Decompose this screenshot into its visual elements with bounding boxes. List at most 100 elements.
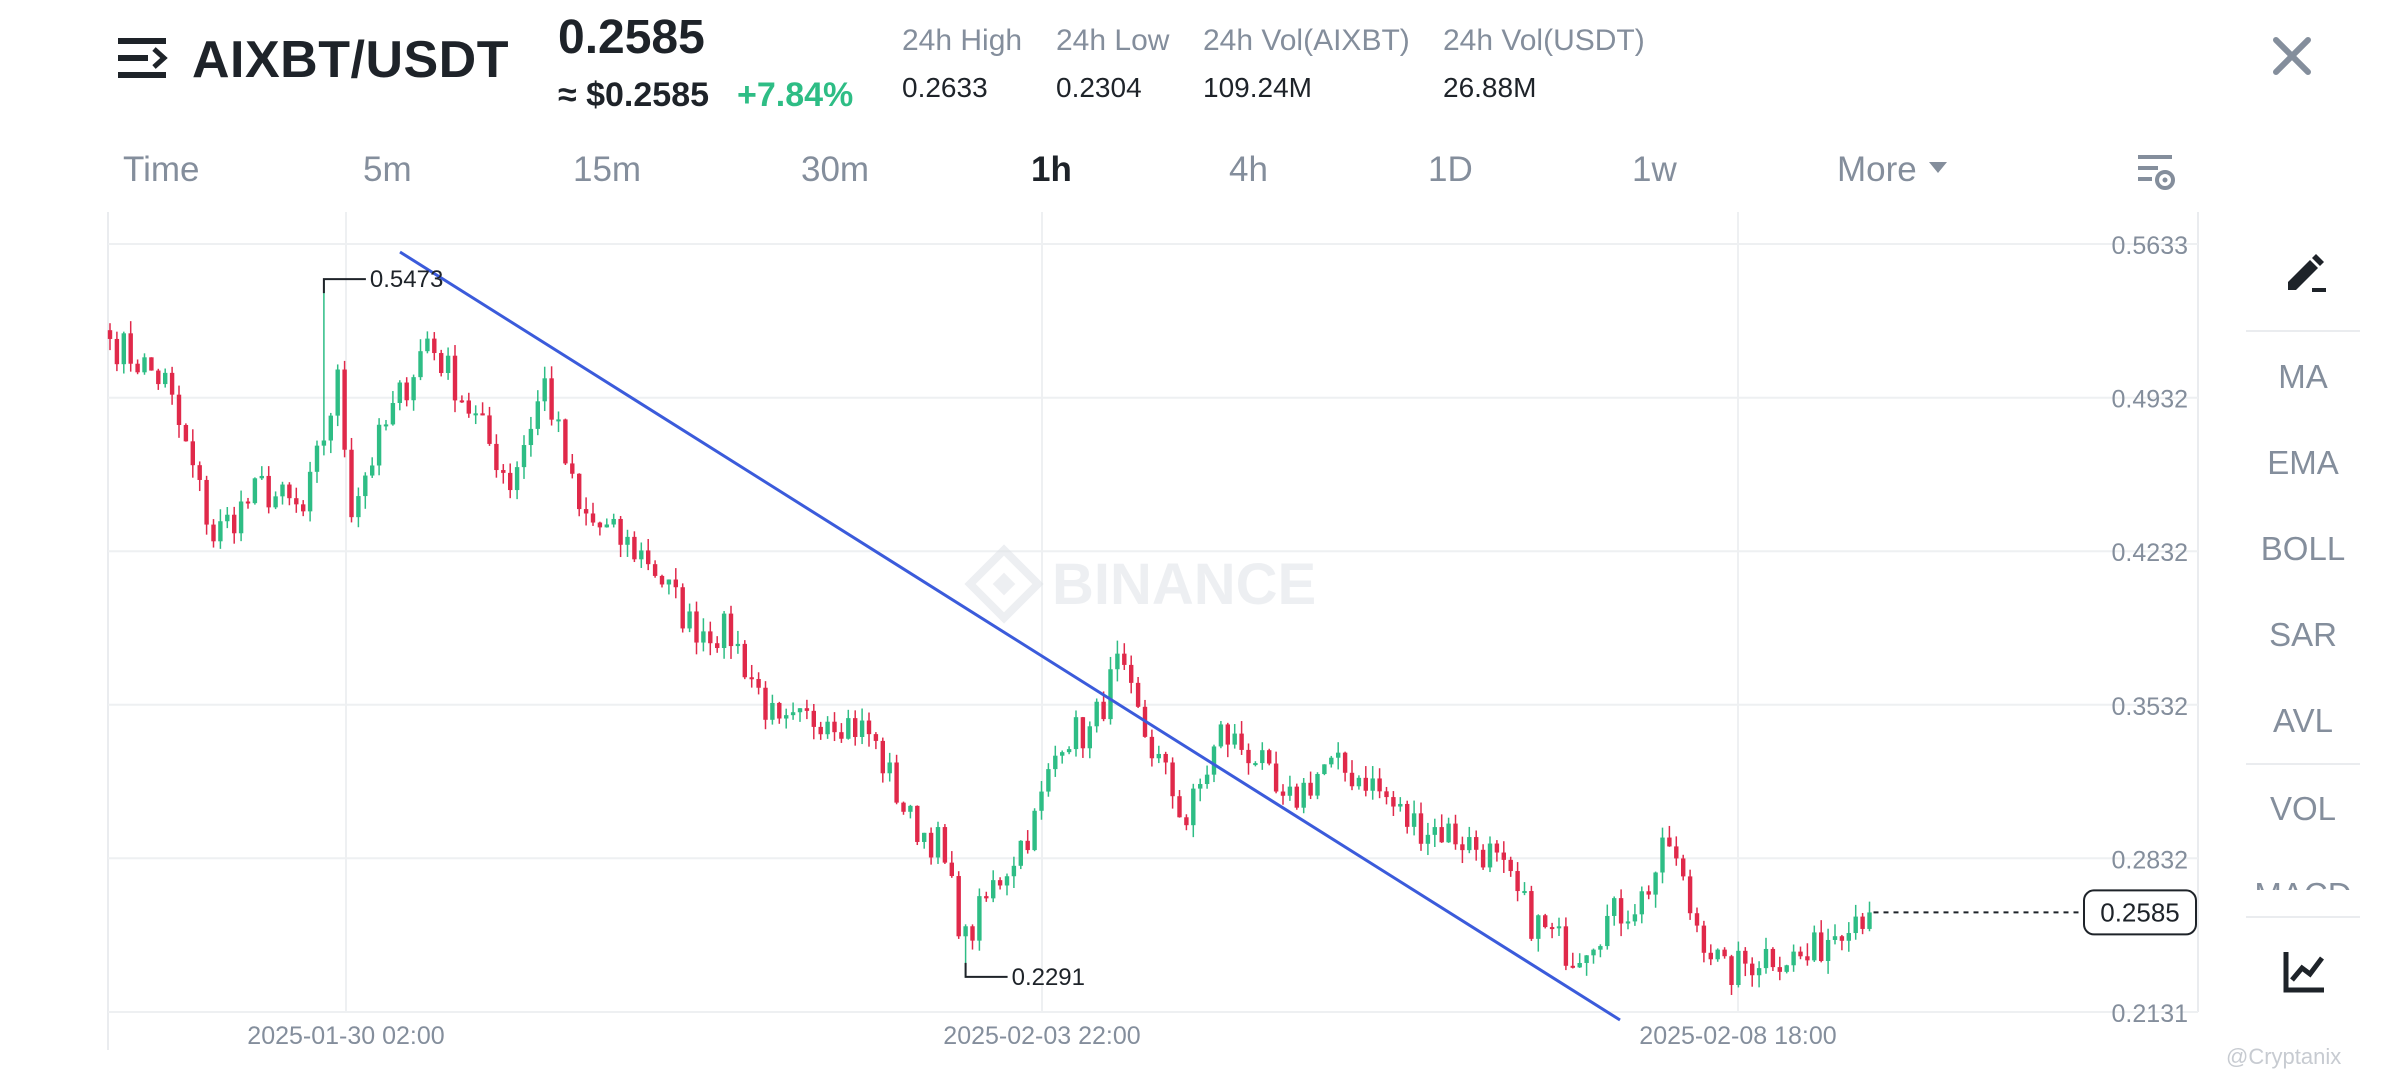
chart-settings-icon[interactable]	[2136, 152, 2176, 192]
candle	[1612, 896, 1617, 926]
candle	[1446, 817, 1451, 843]
candle-body	[942, 827, 948, 863]
tab-4h[interactable]: 4h	[1229, 150, 1268, 189]
candle	[452, 345, 458, 413]
stat-24h-vol-base: 24h Vol(AIXBT) 109.24M	[1203, 24, 1410, 104]
candle	[142, 353, 147, 375]
candle	[1543, 913, 1548, 929]
candle	[1625, 910, 1631, 930]
indicator-vol[interactable]: VOL	[2269, 790, 2337, 827]
tab-1w[interactable]: 1w	[1632, 150, 1677, 189]
candle-body	[1053, 755, 1058, 770]
credit-watermark: @Cryptanix	[2226, 1044, 2342, 1069]
indicator-chart-icon[interactable]	[2282, 948, 2328, 994]
candle-body	[1743, 950, 1748, 964]
candle-body	[418, 351, 423, 378]
candle-body	[1211, 746, 1217, 775]
candle-body	[997, 880, 1003, 886]
candle-body	[1377, 778, 1382, 792]
candle-body	[742, 643, 747, 678]
candle	[756, 672, 761, 695]
candle	[777, 701, 782, 724]
candle	[1791, 944, 1796, 972]
indicator-sar[interactable]: SAR	[2269, 616, 2337, 653]
tab-1d[interactable]: 1D	[1428, 150, 1473, 189]
candle	[928, 827, 934, 865]
tab-30m[interactable]: 30m	[801, 150, 870, 189]
candle	[1122, 643, 1127, 670]
candle	[1825, 928, 1831, 974]
candle-body	[604, 524, 609, 528]
candle-body	[1474, 837, 1479, 850]
indicator-avl[interactable]: AVL	[2273, 702, 2333, 739]
candle-body	[266, 475, 271, 508]
candle	[1198, 778, 1203, 802]
candle-body	[1184, 817, 1189, 826]
candle-body	[128, 333, 133, 364]
tab-15m[interactable]: 15m	[573, 150, 642, 189]
candle-body	[590, 513, 596, 523]
candle-body	[494, 443, 499, 471]
candle	[501, 464, 506, 484]
candle-body	[1446, 823, 1451, 843]
candle-body	[356, 496, 361, 518]
tab-time[interactable]: Time	[123, 150, 200, 189]
candle-body	[577, 473, 582, 510]
y-tick-label: 0.5633	[2112, 232, 2188, 260]
indicator-ema[interactable]: EMA	[2267, 444, 2339, 481]
candle-body	[225, 514, 230, 522]
candle-body	[1094, 701, 1099, 727]
candle-body	[832, 721, 837, 733]
candle	[1653, 871, 1658, 908]
candle-body	[459, 400, 465, 403]
candle-body	[756, 679, 761, 688]
candle	[1170, 757, 1175, 809]
candle-body	[715, 643, 720, 649]
close-icon[interactable]	[2272, 36, 2312, 76]
candle-body	[1536, 915, 1541, 939]
candle-body	[1425, 834, 1431, 844]
tab-1h[interactable]: 1h	[1031, 150, 1072, 189]
candle	[363, 472, 368, 509]
candle	[790, 702, 796, 720]
trendline[interactable]	[399, 250, 1621, 1022]
indicator-ma[interactable]: MA	[2278, 358, 2328, 395]
candle-body	[763, 687, 768, 720]
candle	[280, 481, 285, 505]
y-axis: 0.5633 0.4932 0.4232 0.3532 0.2832 0.2131	[2112, 232, 2188, 1028]
candle-body	[190, 441, 195, 466]
candle-body	[797, 708, 803, 713]
stat-value: 0.2633	[902, 72, 988, 103]
candle-body	[314, 445, 320, 472]
candle	[1763, 937, 1769, 974]
pencil-icon[interactable]	[2282, 248, 2328, 294]
candle-body	[977, 896, 982, 941]
menu-icon[interactable]	[116, 34, 168, 82]
candle	[1129, 655, 1134, 694]
candle-body	[1308, 782, 1313, 796]
candle-body	[335, 369, 340, 416]
pair-title[interactable]: AIXBT/USDT	[192, 31, 509, 89]
candle	[1108, 656, 1113, 725]
tab-more[interactable]: More	[1837, 150, 1947, 190]
y-tick-label: 0.4932	[2112, 386, 2188, 414]
indicator-macd[interactable]: MACD	[2246, 876, 2360, 890]
candle	[1715, 948, 1720, 962]
candle-body	[1439, 827, 1444, 843]
candlestick-chart[interactable]: BINANCE 0.5473 0.2291 0.2585 0.5633 0.493…	[0, 212, 2200, 1060]
candle	[1687, 869, 1693, 920]
last-price: 0.2585	[558, 11, 705, 64]
candle-body	[1508, 859, 1513, 872]
candle-body	[1825, 939, 1831, 962]
indicator-boll[interactable]: BOLL	[2260, 530, 2346, 567]
candle-body	[211, 524, 216, 542]
x-tick-label: 2025-02-08 18:00	[1639, 1022, 1836, 1050]
candle-body	[473, 413, 478, 416]
candle	[604, 518, 609, 528]
candle-body	[1632, 914, 1638, 922]
candle-body	[280, 484, 285, 497]
tab-5m[interactable]: 5m	[363, 150, 412, 189]
candle	[784, 708, 789, 729]
candle	[1156, 745, 1161, 764]
candle-body	[376, 424, 382, 466]
